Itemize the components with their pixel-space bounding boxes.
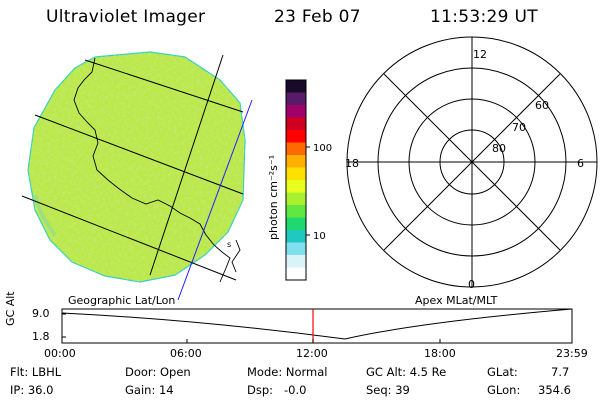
glon-value: 354.6	[538, 383, 571, 397]
latitude-line	[21, 195, 237, 281]
uv-earth-image	[27, 51, 246, 283]
coastline	[73, 57, 241, 283]
colorbar-stripe	[286, 180, 306, 193]
colorbar-stripe	[286, 130, 306, 143]
mlt-label-12: 12	[473, 48, 487, 61]
x-tick-label-0600: 06:00	[170, 347, 202, 360]
instrument-title: Ultraviolet Imager	[46, 7, 206, 27]
colorbar-stripe	[286, 105, 306, 118]
mlt-label-6: 6	[577, 157, 584, 170]
colorbar-stripe	[286, 205, 306, 218]
glat-label: GLat:	[487, 365, 518, 379]
mlat-label-70: 70	[512, 121, 526, 134]
latitude-line	[34, 114, 244, 195]
altitude-plot	[61, 308, 573, 344]
colorbar-stripe	[286, 142, 306, 156]
gain-info: Gain: 14	[125, 383, 174, 397]
door-info: Door: Open	[125, 365, 191, 379]
colorbar-stripe	[286, 255, 306, 268]
mlat-label-60: 60	[535, 99, 549, 112]
colorbar-tick-label-10: 10	[313, 231, 326, 242]
longitude-line	[149, 54, 224, 276]
colorbar: 100 10 photon cm⁻²s⁻¹	[267, 79, 332, 281]
ip-info: IP: 36.0	[10, 383, 54, 397]
colorbar-stripe	[286, 167, 306, 181]
mlt-label-18: 18	[345, 157, 359, 170]
colorbar-stripe	[286, 155, 306, 168]
x-tick-label-2359: 23:59	[556, 347, 588, 360]
colorbar-stripe	[286, 192, 306, 206]
terminator-line	[177, 99, 253, 301]
seq-info: Seq: 39	[366, 383, 410, 397]
altitude-curve	[61, 308, 573, 340]
limb-glow	[33, 194, 57, 237]
x-tick-label-0000: 00:00	[44, 347, 76, 360]
latitude-line	[84, 59, 244, 113]
mlat-label-80: 80	[492, 142, 506, 155]
colorbar-stripe	[286, 242, 306, 256]
y-tick-label-1-8: 1.8	[32, 330, 50, 343]
colorbar-stripe	[286, 230, 306, 243]
geographic-grid	[21, 54, 244, 281]
colorbar-unit-label: photon cm⁻²s⁻¹	[267, 155, 280, 240]
mode-info: Mode: Normal	[247, 365, 328, 379]
dsp-info: Dsp: -0.0	[247, 383, 307, 397]
colorbar-stripe	[286, 217, 306, 231]
y-tick-label-9: 9.0	[32, 307, 50, 320]
colorbar-stripe	[286, 117, 306, 131]
map-panel-label: Geographic Lat/Lon	[68, 294, 176, 307]
polar-panel-label: Apex MLat/MLT	[415, 294, 498, 307]
colorbar-stripe	[286, 80, 306, 93]
coast-label: s	[227, 240, 231, 249]
colorbar-stripes	[286, 80, 306, 281]
colorbar-stripe	[286, 92, 306, 106]
glon-label: GLon:	[487, 383, 521, 397]
gc-alt-info: GC Alt: 4.5 Re	[366, 365, 447, 379]
colorbar-tick-label-100: 100	[313, 143, 332, 154]
colorbar-stripe	[286, 267, 306, 281]
date-label: 23 Feb 07	[274, 7, 361, 27]
x-tick-label-1800: 18:00	[424, 347, 456, 360]
gc-alt-axis-label: GC Alt	[4, 291, 17, 326]
filter-info: Flt: LBHL	[10, 365, 62, 379]
polar-meridian-diagonal	[383, 73, 561, 251]
x-tick-label-1200: 12:00	[296, 347, 328, 360]
earth-texture	[28, 52, 245, 282]
glat-value: 7.7	[551, 365, 570, 379]
mlt-label-0: 0	[468, 278, 475, 291]
time-label: 11:53:29 UT	[430, 7, 538, 27]
colorbar-frame	[285, 79, 307, 281]
polar-plot	[346, 36, 598, 288]
altitude-plot-frame	[61, 308, 573, 344]
